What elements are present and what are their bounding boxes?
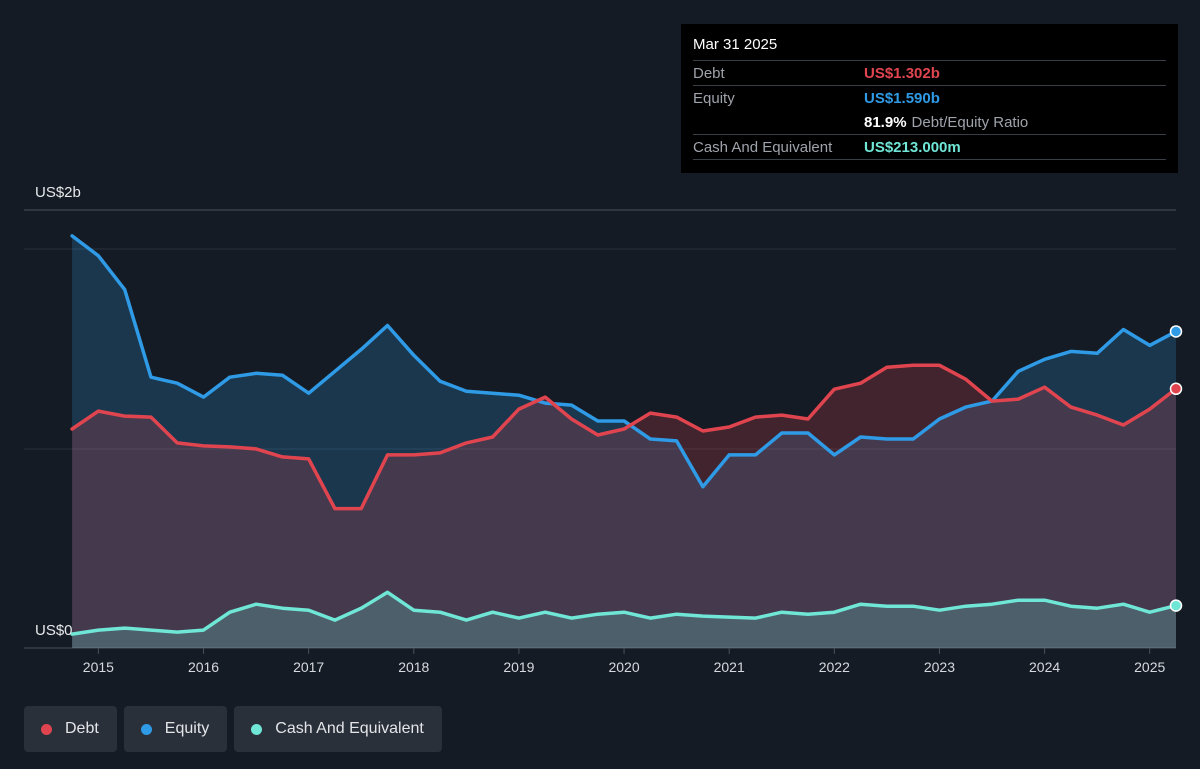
tooltip-ratio-value: 81.9% — [864, 113, 907, 131]
tooltip-equity-value: US$1.590b — [864, 89, 940, 107]
tooltip-ratio-row: 81.9% Debt/Equity Ratio — [693, 110, 1166, 134]
equity-end-dot — [1169, 325, 1183, 338]
legend-cash-label: Cash And Equivalent — [275, 720, 424, 737]
x-tick-label: 2020 — [608, 659, 639, 675]
cash-dot-icon — [251, 723, 263, 735]
x-tick-label: 2021 — [714, 659, 745, 675]
tooltip-cash-value: US$213.000m — [864, 138, 961, 156]
legend-equity-button[interactable]: Equity — [123, 706, 228, 752]
tooltip-debt-row: Debt US$1.302b — [693, 60, 1166, 85]
tooltip-equity-label: Equity — [693, 89, 735, 107]
tooltip-debt-label: Debt — [693, 64, 725, 82]
x-tick-label: 2019 — [503, 659, 534, 675]
x-tick-label: 2023 — [924, 659, 955, 675]
data-tooltip: Mar 31 2025 Debt US$1.302b Equity US$1.5… — [681, 24, 1178, 173]
x-axis-ticks: 2015 2016 2017 2018 2019 2020 2021 2022 2023 2024… — [83, 648, 1165, 675]
x-tick-label: 2018 — [398, 659, 429, 675]
x-tick-label: 2025 — [1134, 659, 1165, 675]
y-label-top: US$2b — [35, 184, 81, 201]
x-tick-label: 2022 — [819, 659, 850, 675]
tooltip-ratio-label: Debt/Equity Ratio — [911, 113, 1029, 131]
debt-line — [70, 363, 1178, 511]
legend-debt-button[interactable]: Debt — [24, 706, 117, 752]
tooltip-debt-value: US$1.302b — [864, 64, 940, 82]
cash-end-dot — [1169, 599, 1183, 612]
x-tick-label: 2016 — [188, 659, 219, 675]
chart-lines — [70, 234, 1178, 636]
equity-dot-icon — [140, 723, 152, 735]
tooltip-equity-row: Equity US$1.590b — [693, 85, 1166, 110]
cash-line — [70, 590, 1178, 636]
x-tick-label: 2024 — [1029, 659, 1060, 675]
legend-cash-button[interactable]: Cash And Equivalent — [234, 706, 442, 752]
y-label-bottom: US$0 — [35, 622, 73, 639]
x-tick-label: 2017 — [293, 659, 324, 675]
tooltip-cash-row: Cash And Equivalent US$213.000m — [693, 134, 1166, 160]
debt-area — [72, 365, 1177, 648]
tooltip-date: Mar 31 2025 — [693, 36, 778, 53]
equity-area — [72, 235, 1177, 648]
series-end-dots — [1169, 325, 1183, 612]
tooltip-cash-label: Cash And Equivalent — [693, 138, 833, 156]
x-tick-label: 2015 — [83, 659, 114, 675]
legend-debt-label: Debt — [65, 720, 99, 737]
chart-legend: Debt Equity Cash And Equivalent — [24, 706, 442, 752]
legend-equity-label: Equity — [164, 720, 210, 737]
debt-dot-icon — [41, 723, 52, 735]
debt-end-dot — [1169, 382, 1183, 396]
chart-areas — [72, 235, 1177, 648]
